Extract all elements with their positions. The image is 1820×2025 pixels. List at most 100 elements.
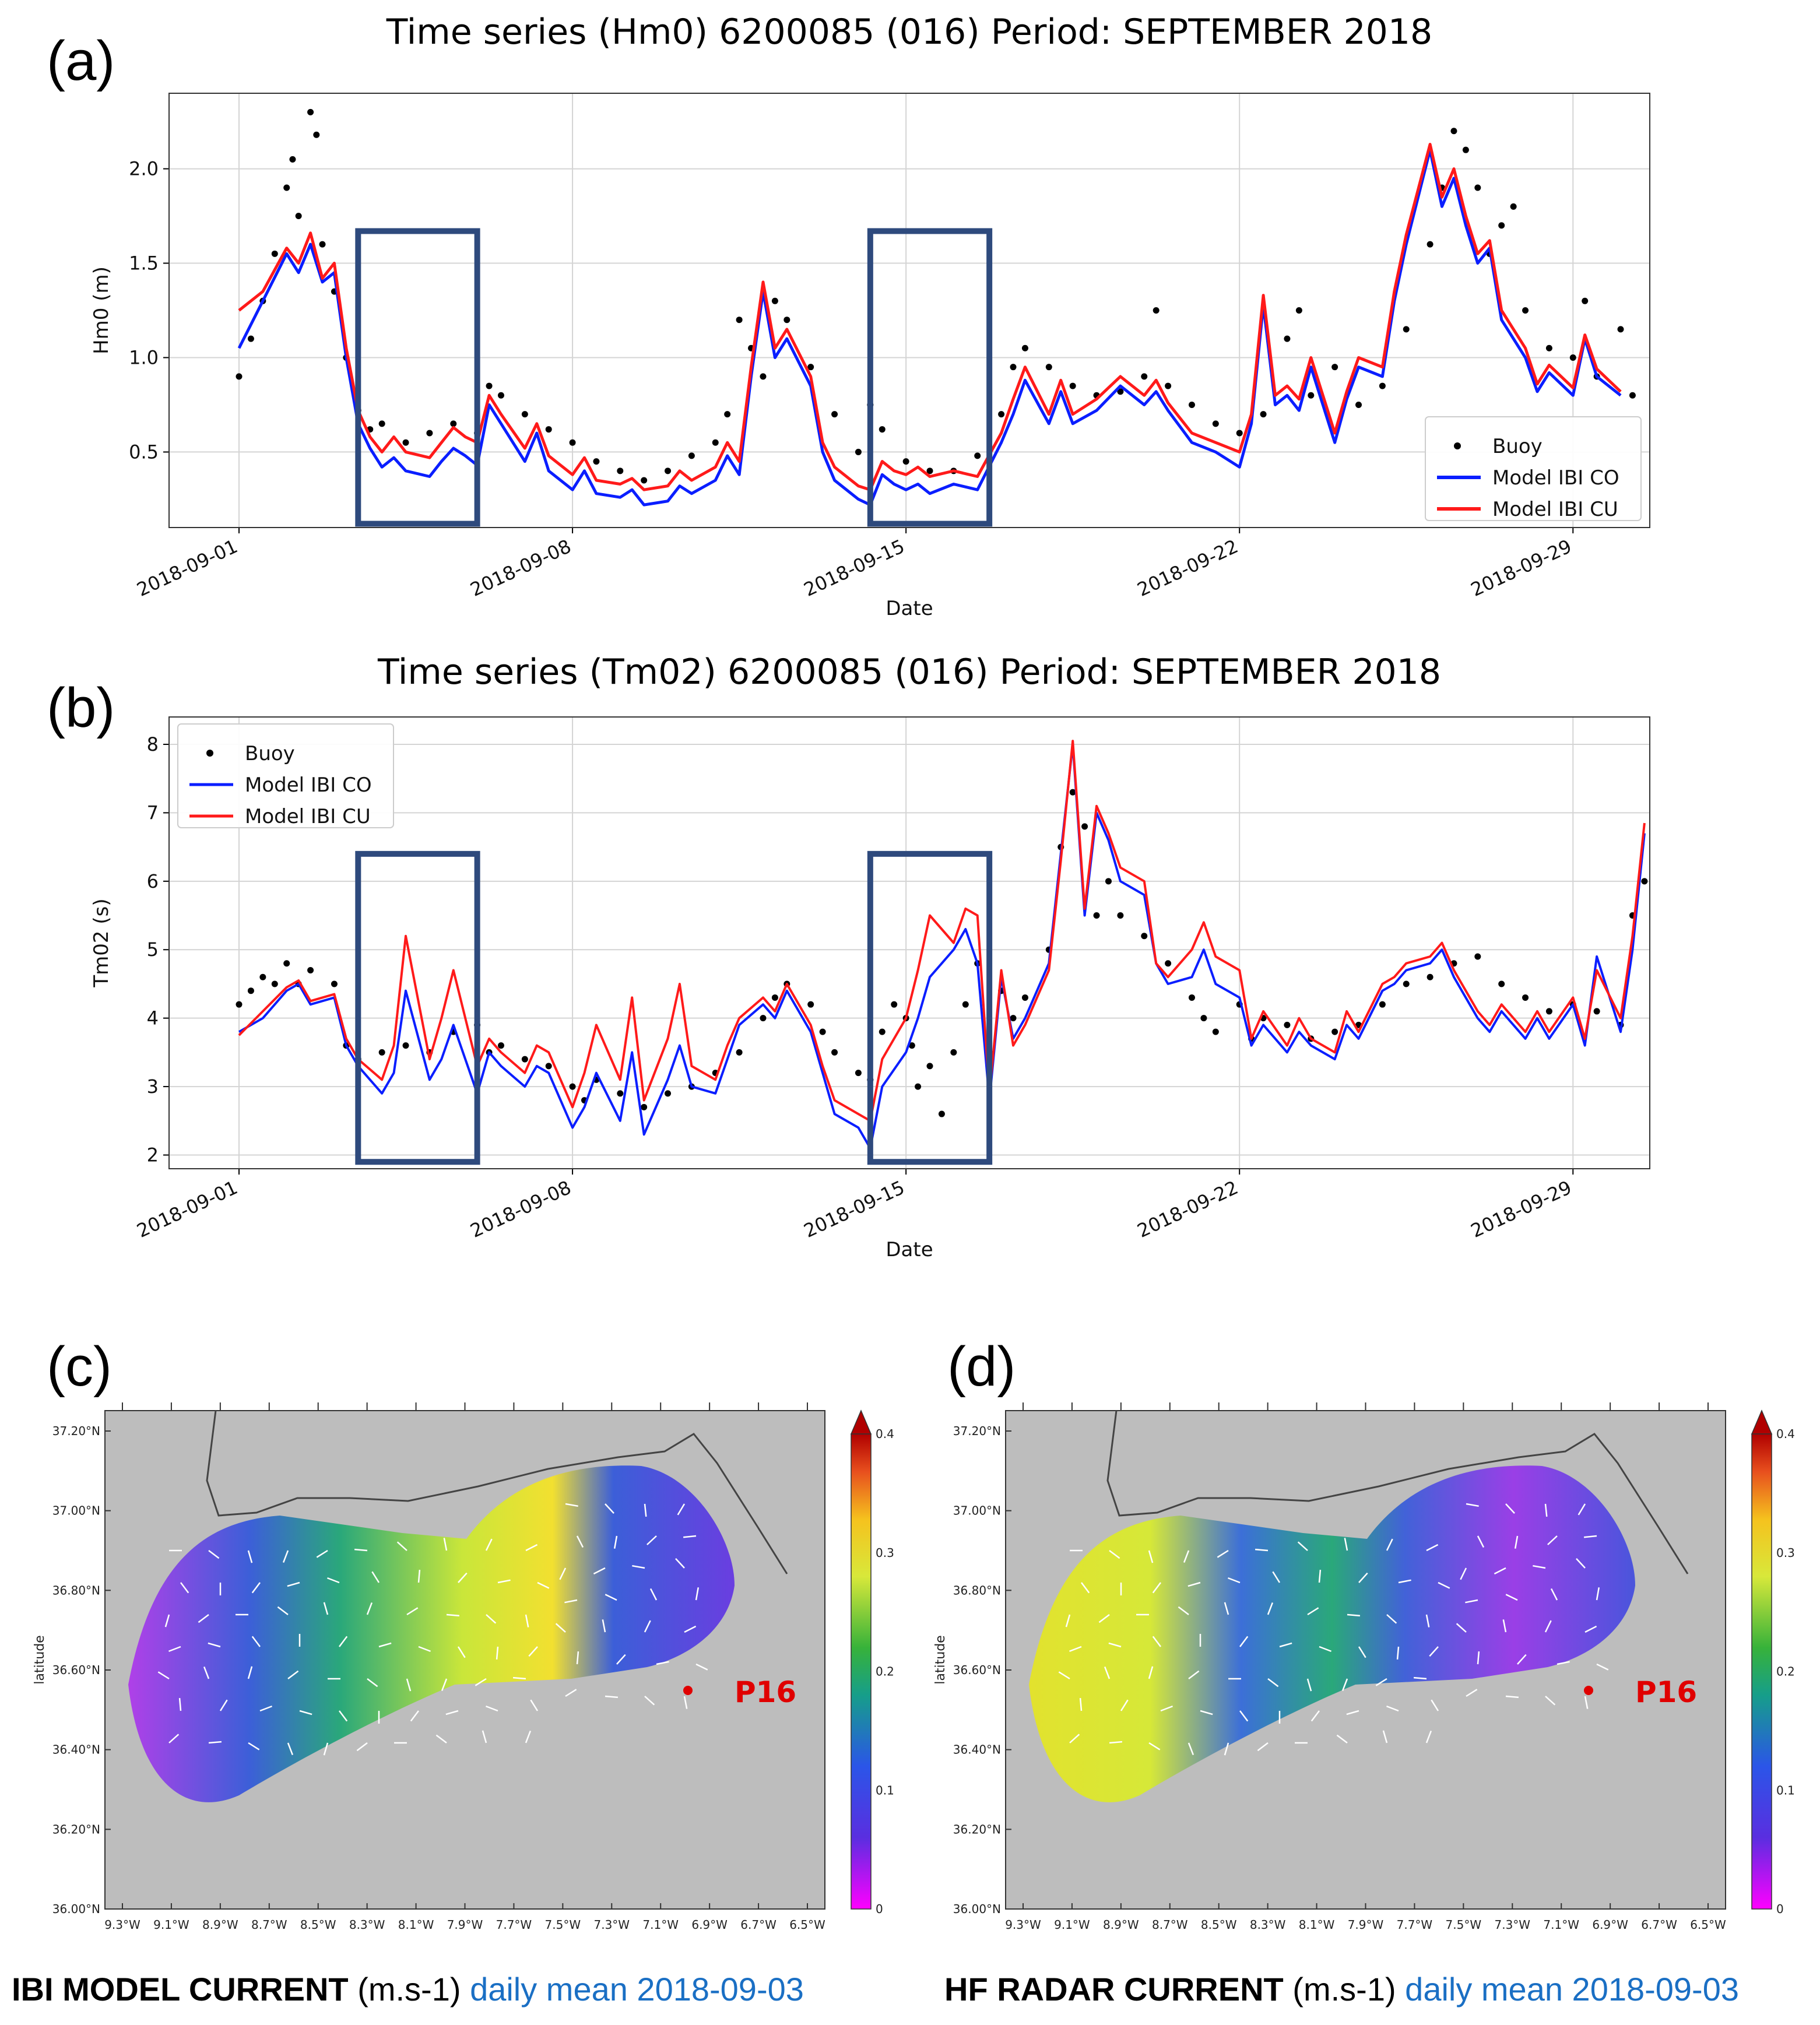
current-vector-arrow: [1466, 1503, 1479, 1507]
current-vector-arrow: [1336, 1734, 1348, 1743]
current-vector-arrow: [406, 1607, 419, 1616]
colorbar-tick-label: 0: [1776, 1902, 1784, 1916]
current-vector-arrow: [1456, 1623, 1467, 1633]
current-vector-arrow: [644, 1503, 647, 1517]
plot-frame: [168, 716, 1650, 1169]
buoy-point: [998, 411, 1005, 418]
map-group: P16 37.20°N 37.00°N 36.80°N 36.60°N 36.40°N 36…: [933, 1402, 1795, 1932]
current-vector-arrow: [247, 1550, 253, 1563]
buoy-point: [1141, 373, 1148, 380]
buoy-point: [1010, 1015, 1017, 1022]
current-vector-arrow: [1533, 1565, 1546, 1569]
lat-tick-label: 36.00°N: [953, 1902, 1001, 1916]
buoy-point: [486, 382, 493, 389]
lon-tick-label: 6.5°W: [789, 1918, 825, 1932]
legend-box: [1425, 416, 1642, 521]
current-vector-arrow: [1224, 1602, 1229, 1615]
buoy-point: [1010, 364, 1017, 371]
buoy-point: [891, 1001, 898, 1008]
buoy-point: [307, 966, 314, 973]
buoy-point: [521, 1056, 528, 1063]
lon-tick-label: 9.3°W: [104, 1918, 140, 1932]
lon-tick-label: 6.9°W: [691, 1918, 728, 1932]
buoy-point: [271, 250, 278, 257]
lon-tick-label: 7.7°W: [1397, 1918, 1433, 1932]
current-vector-arrow: [168, 1734, 180, 1743]
y-tick-label: 6: [147, 870, 159, 892]
buoy-point: [1522, 994, 1529, 1001]
current-vector-arrow: [198, 1614, 209, 1623]
y-tick-label: 2.0: [129, 158, 159, 180]
current-vector-arrow: [251, 1582, 261, 1594]
x-tick-label: 2018-09-08: [467, 535, 575, 601]
current-vector-arrow: [1224, 1742, 1229, 1756]
colorbar-tick-label: 0.1: [1776, 1783, 1795, 1797]
buoy-point: [736, 1049, 743, 1056]
buoy-point: [641, 1103, 648, 1110]
current-vector-arrow: [1310, 1710, 1320, 1722]
lat-tick-label: 36.00°N: [52, 1902, 100, 1916]
current-vector-arrow: [1081, 1582, 1090, 1594]
current-vector-arrow: [287, 1670, 299, 1679]
buoy-point: [926, 1063, 933, 1070]
lon-tick-label: 9.1°W: [153, 1918, 189, 1932]
lon-tick-label: 8.3°W: [1250, 1918, 1286, 1932]
lon-tick-label: 6.7°W: [740, 1918, 777, 1932]
legend-marker-buoy: [206, 750, 213, 757]
y-axis-label: Hm0 (m): [90, 266, 113, 354]
buoy-point: [938, 1110, 945, 1117]
lon-tick-label: 8.3°W: [349, 1918, 385, 1932]
colorbar-tick-label: 0.2: [1776, 1665, 1795, 1679]
buoy-point: [879, 1028, 886, 1035]
current-vector-arrow: [1396, 1646, 1400, 1660]
y-tick-label: 3: [147, 1075, 159, 1098]
current-vector-arrow: [1306, 1678, 1312, 1692]
y-tick-label: 2: [147, 1144, 159, 1166]
colorbar-tick-label: 0.1: [876, 1783, 894, 1797]
current-vector-arrow: [157, 1671, 170, 1680]
lon-tick-label: 8.5°W: [300, 1918, 336, 1932]
current-vector-arrow: [356, 1742, 368, 1752]
buoy-point: [1462, 146, 1469, 153]
current-field: [128, 1465, 735, 1802]
lon-tick-label: 8.7°W: [1152, 1918, 1188, 1932]
colorbar-extend-arrow: [850, 1409, 872, 1435]
x-tick-label: 2018-09-29: [1467, 535, 1575, 601]
current-vector-arrow: [1188, 1670, 1200, 1679]
current-vector-arrow: [435, 1734, 447, 1743]
buoy-point: [665, 467, 672, 474]
current-vector-arrow: [564, 1599, 578, 1604]
current-vector-arrow: [180, 1582, 189, 1594]
current-vector-arrow: [683, 1696, 688, 1709]
coastline: [1106, 1410, 1689, 1574]
caption-units: (m.s-1): [348, 1971, 470, 2008]
panel-label-b: (b): [47, 677, 115, 739]
lon-tick-label: 7.5°W: [1446, 1918, 1482, 1932]
current-vector-arrow: [555, 1623, 566, 1633]
current-vector-arrow: [1545, 1696, 1556, 1706]
lat-tick-label: 36.20°N: [953, 1822, 1001, 1836]
current-vector-arrow: [418, 1646, 431, 1653]
current-vector-arrow: [1120, 1699, 1129, 1711]
lat-tick-label: 37.00°N: [52, 1504, 100, 1518]
current-vector-arrow: [486, 1705, 498, 1712]
current-vector-arrow: [1279, 1642, 1292, 1648]
p16-marker: [683, 1686, 693, 1695]
caption-date: daily mean 2018-09-03: [1405, 1971, 1739, 2008]
current-vector-arrow: [1069, 1734, 1080, 1743]
lon-tick-label: 9.1°W: [1054, 1918, 1090, 1932]
buoy-point: [926, 467, 933, 474]
current-vector-arrow: [1341, 1678, 1348, 1691]
current-vector-arrow: [443, 1538, 448, 1551]
plot-area: [169, 717, 1650, 1169]
current-vector-arrow: [1058, 1671, 1070, 1680]
buoy-point: [1403, 980, 1410, 987]
current-vector-arrow: [1386, 1614, 1397, 1624]
x-tick-label: 2018-09-15: [800, 535, 908, 601]
buoy-point: [319, 241, 326, 248]
current-vector-arrow: [512, 1676, 526, 1680]
current-vector-arrow: [1577, 1503, 1586, 1516]
buoy-point: [1081, 823, 1088, 830]
lat-tick-label: 36.80°N: [953, 1583, 1001, 1597]
current-vector-arrow: [1178, 1606, 1189, 1615]
